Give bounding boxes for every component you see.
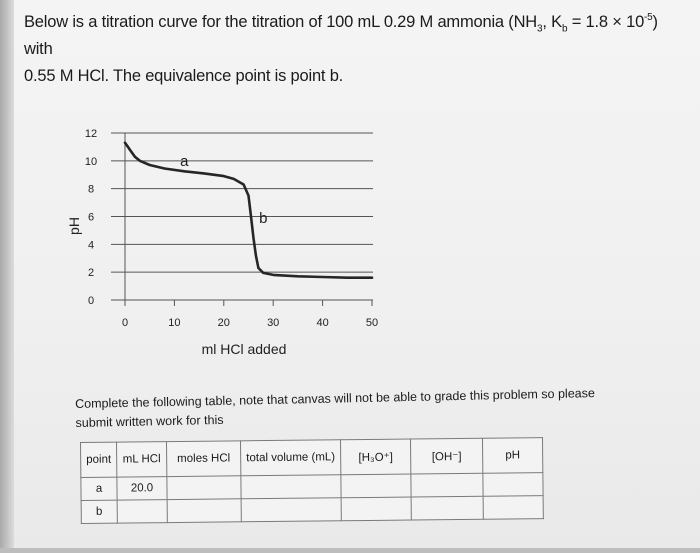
table-header-cell: point (80, 442, 117, 478)
x-tick-label: 50 (366, 317, 378, 329)
table-cell[interactable] (340, 474, 412, 498)
table-cell[interactable] (341, 497, 412, 521)
table-header-cell: total volume (mL) (240, 439, 341, 476)
table-cell[interactable] (411, 496, 484, 521)
problem-text-part: , K (542, 13, 562, 31)
kb-exponent: -5 (644, 11, 653, 23)
table-header-cell: moles HCl (166, 440, 241, 477)
y-tick-label: 2 (88, 267, 94, 279)
table-cell: a (80, 477, 118, 501)
table-cell: b (81, 500, 118, 524)
y-tick-label: 12 (85, 128, 97, 140)
table-cell[interactable] (483, 495, 544, 520)
instructions: Complete the following table, note that … (75, 383, 636, 433)
y-axis-title: pH (66, 217, 82, 235)
y-tick-label: 0 (88, 295, 94, 307)
x-tick-label: 0 (122, 317, 128, 329)
table-cell[interactable] (241, 497, 342, 522)
work-table: point mL HCl moles HCl total volume (mL) [H₃… (80, 437, 544, 524)
table-header-cell: mL HCl (116, 441, 167, 478)
x-axis-title: ml HCl added (202, 341, 287, 357)
x-tick-label: 20 (218, 317, 230, 329)
point-a-label: a (180, 153, 189, 170)
kb-subscript: b (561, 23, 568, 35)
point-b-label: b (259, 210, 267, 227)
table-cell[interactable]: 20.0 (116, 476, 168, 501)
table-section: Complete the following table, note that … (0, 386, 700, 548)
table-cell[interactable] (167, 498, 242, 523)
table-cell[interactable] (166, 475, 242, 500)
y-tick-label: 6 (88, 212, 94, 224)
y-tick-label: 10 (85, 156, 97, 168)
x-tick-label: 30 (267, 317, 279, 329)
problem-text-part: ) with (24, 13, 658, 58)
table-header-cell: pH (482, 437, 543, 474)
problem-line-2: 0.55 M HCl. The equivalence point is poi… (24, 67, 344, 85)
table-cell[interactable] (240, 474, 342, 499)
y-tick-label: 4 (88, 239, 94, 251)
x-tick-label: 40 (316, 317, 328, 329)
problem-line-1: Below is a titration curve for the titra… (24, 9, 689, 63)
y-tick-label: 8 (88, 184, 94, 196)
table-cell[interactable] (410, 473, 484, 498)
problem-text-part: Below is a titration curve for the titra… (24, 13, 538, 31)
table-header-cell: [H₃O⁺] (340, 439, 411, 475)
problem-text-part: = 1.8 × 10 (567, 13, 645, 31)
table-row: b (81, 495, 544, 524)
table-header-row: point mL HCl moles HCl total volume (mL) [H₃… (80, 437, 543, 478)
table-cell[interactable] (482, 472, 544, 497)
x-tick-label: 10 (168, 317, 180, 329)
problem-statement: Below is a titration curve for the titra… (24, 9, 689, 90)
page-edge-shadow (0, 0, 14, 548)
table-cell[interactable] (117, 499, 168, 524)
table-header-cell: [OH⁻] (410, 438, 483, 475)
titration-curve (123, 141, 374, 279)
nh3-subscript: 3 (537, 23, 543, 35)
